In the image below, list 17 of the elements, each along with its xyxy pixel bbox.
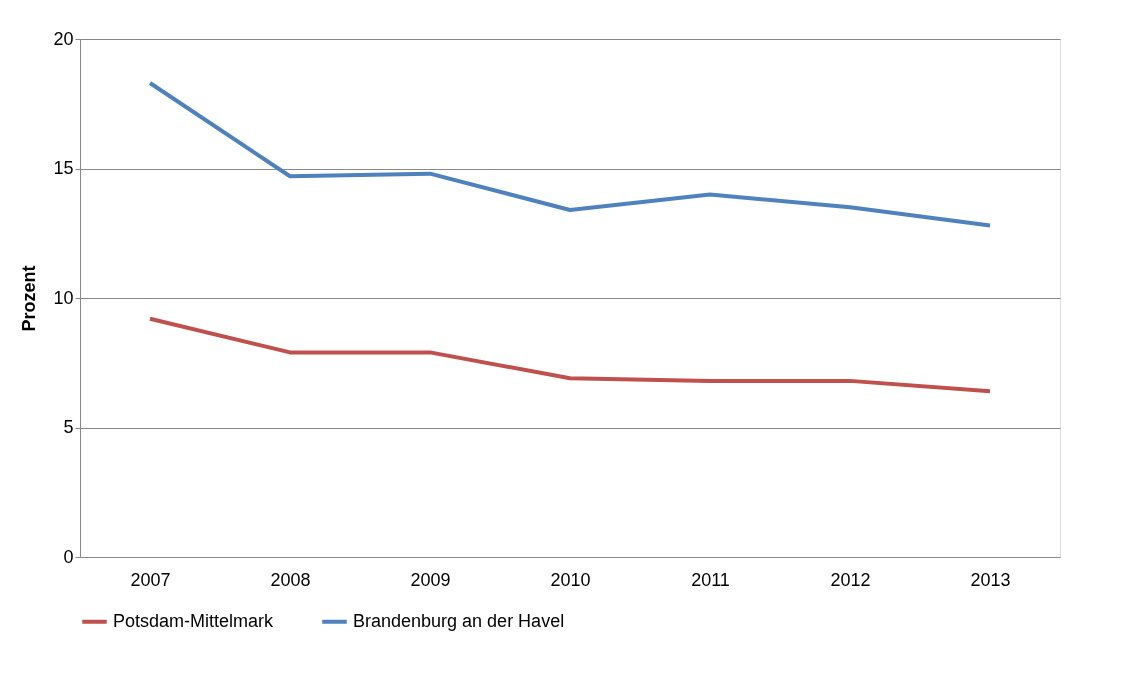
y-tick-label: 10 — [53, 287, 74, 308]
y-tick-label: 20 — [53, 28, 74, 49]
x-tick-label: 2010 — [550, 569, 591, 590]
x-tick-label: 2012 — [830, 569, 871, 590]
x-tick-label: 2009 — [410, 569, 451, 590]
x-tick-label: 2007 — [130, 569, 171, 590]
line-series — [148, 316, 992, 394]
legend-label: Potsdam-Mittelmark — [113, 610, 275, 631]
x-tick-label: 2013 — [970, 569, 1011, 590]
line-series — [148, 81, 992, 228]
y-tick-label: 15 — [53, 158, 74, 178]
x-tick-label: 2011 — [691, 569, 730, 590]
y-tick-label: 5 — [63, 417, 74, 437]
y-axis-title: Prozent — [19, 265, 40, 332]
x-tick-label: 2008 — [270, 569, 311, 590]
y-tick-label: 0 — [63, 546, 74, 567]
legend-label: Brandenburg an der Havel — [353, 610, 565, 631]
